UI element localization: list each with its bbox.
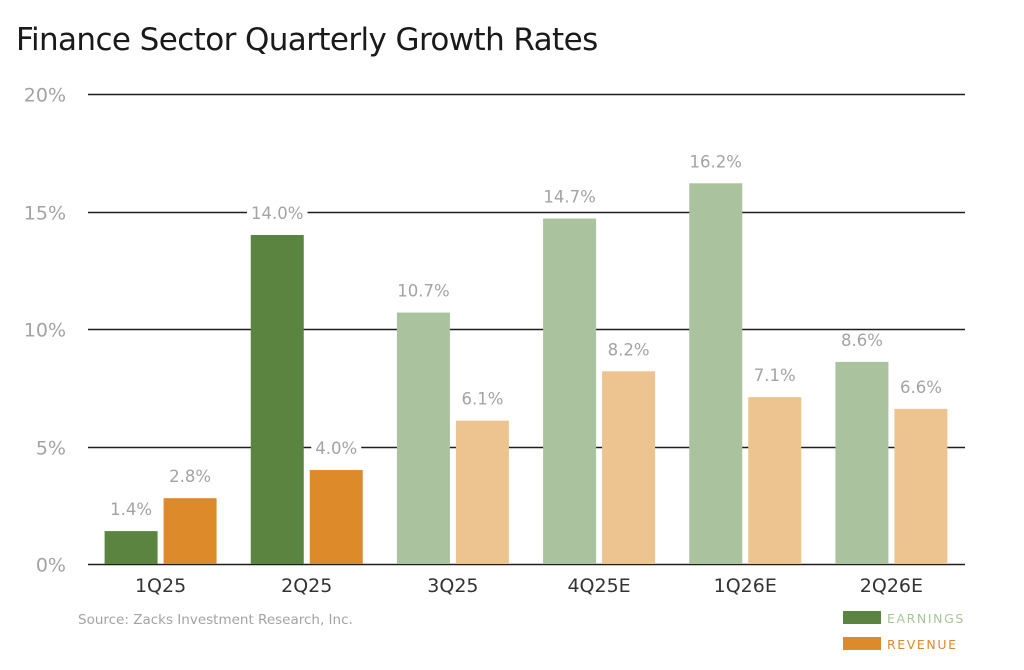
x-category-label: 2Q26E — [860, 575, 923, 597]
legend-swatch — [843, 637, 881, 650]
y-axis-ticks: 0% 5% 10% 15% 20% — [24, 85, 66, 577]
bars — [104, 183, 948, 565]
earnings-data-label: 1.4% — [110, 500, 152, 519]
source-note: Source: Zacks Investment Research, Inc. — [78, 612, 353, 628]
data-label-background — [457, 389, 508, 409]
revenue-bar — [163, 498, 217, 564]
legend-item-earnings: EARNINGS — [843, 611, 965, 626]
data-label-background — [165, 467, 216, 487]
x-axis-categories: 1Q25 2Q25 3Q25 4Q25E 1Q26E 2Q26E — [135, 575, 923, 597]
earnings-bar — [835, 361, 889, 564]
data-label-background — [749, 366, 800, 386]
earnings-bar — [689, 183, 743, 565]
data-label-background — [393, 281, 454, 301]
legend: EARNINGS REVENUE — [843, 611, 965, 652]
legend-item-revenue: REVENUE — [843, 637, 958, 652]
legend-label: REVENUE — [887, 637, 958, 652]
legend-swatch — [843, 611, 881, 624]
revenue-data-label: 8.2% — [608, 340, 650, 359]
x-category-label: 1Q26E — [714, 575, 777, 597]
x-category-label: 4Q25E — [567, 575, 630, 597]
earnings-bar — [543, 218, 597, 565]
earnings-data-label: 14.0% — [251, 204, 303, 223]
revenue-data-label: 6.1% — [461, 390, 503, 409]
y-tick-label: 10% — [24, 320, 66, 342]
revenue-bar — [748, 397, 802, 564]
x-category-label: 3Q25 — [427, 575, 478, 597]
x-category-label: 2Q25 — [281, 575, 332, 597]
data-label-background — [685, 152, 746, 172]
y-tick-label: 5% — [36, 438, 66, 460]
data-label-background — [895, 377, 946, 397]
legend-label: EARNINGS — [887, 611, 965, 626]
revenue-data-label: 4.0% — [315, 439, 357, 458]
earnings-data-label: 8.6% — [841, 331, 883, 350]
revenue-data-label: 2.8% — [169, 467, 211, 486]
gridlines — [88, 93, 965, 566]
earnings-bar — [104, 531, 158, 564]
revenue-bar — [309, 470, 363, 564]
revenue-bar — [455, 420, 509, 564]
earnings-data-label: 16.2% — [690, 152, 742, 171]
earnings-bar — [396, 312, 450, 564]
data-label-background — [836, 330, 887, 350]
revenue-data-label: 7.1% — [754, 366, 796, 385]
revenue-bar — [602, 371, 656, 564]
data-label-background — [106, 500, 157, 520]
y-tick-label: 0% — [36, 555, 66, 577]
earnings-bar — [250, 235, 304, 564]
x-category-label: 1Q25 — [135, 575, 186, 597]
revenue-bar — [894, 408, 948, 564]
chart-title: Finance Sector Quarterly Growth Rates — [16, 22, 598, 58]
y-tick-label: 20% — [24, 85, 66, 107]
earnings-data-label: 14.7% — [543, 188, 595, 207]
data-labels: 1.4% 2.8% 14.0% 4.0% 10.7% 6.1% 14.7% 8.2% 16.2%… — [106, 152, 946, 520]
data-label-background — [539, 187, 600, 207]
data-label-background — [603, 340, 654, 360]
revenue-data-label: 6.6% — [900, 378, 942, 397]
y-tick-label: 15% — [24, 203, 66, 225]
data-label-background — [311, 439, 362, 458]
data-label-background — [247, 204, 308, 223]
earnings-data-label: 10.7% — [397, 282, 449, 301]
